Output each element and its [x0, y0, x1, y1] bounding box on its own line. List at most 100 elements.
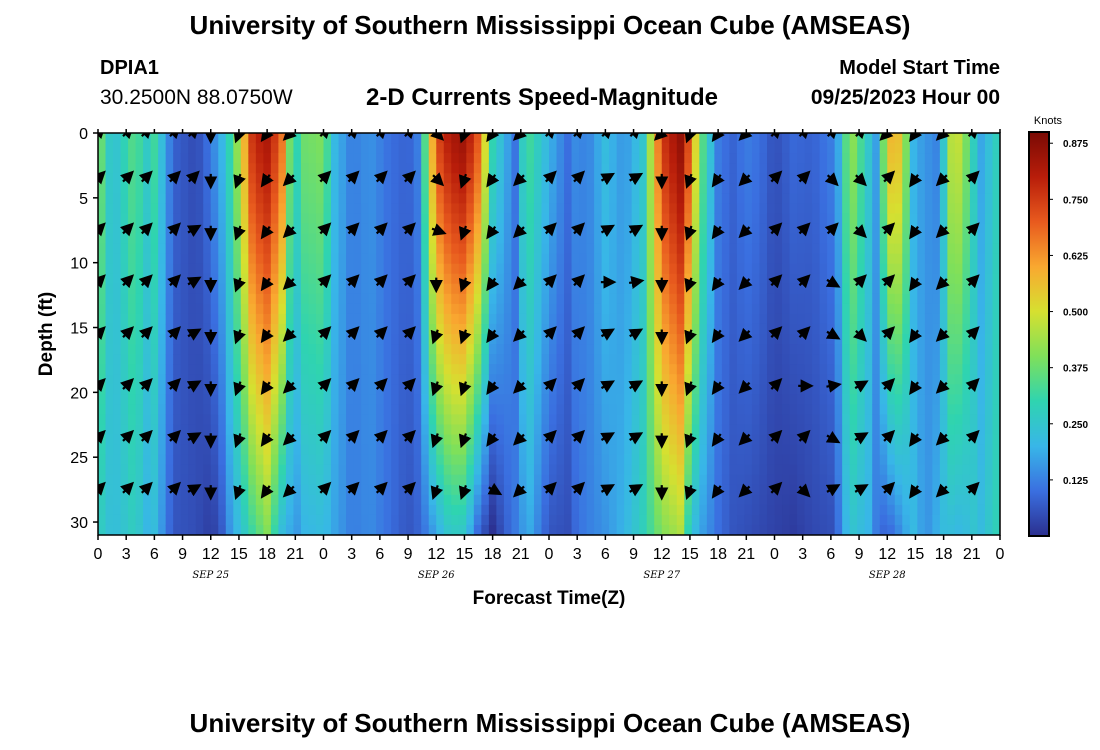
heatmap-cell [759, 414, 768, 426]
heatmap-cell [639, 173, 648, 184]
heatmap-cell [195, 253, 204, 265]
heatmap-cell [864, 394, 873, 405]
heatmap-cell [481, 213, 490, 225]
heatmap-cell [639, 424, 648, 436]
heatmap-cell [195, 504, 204, 516]
heatmap-cell [894, 344, 903, 355]
heatmap-cell [488, 213, 497, 225]
heatmap-cell [255, 233, 264, 245]
heatmap-cell [496, 273, 505, 285]
heatmap-cell [782, 484, 791, 496]
current-arrow [120, 378, 135, 393]
heatmap-cell [571, 153, 580, 164]
heatmap-cell [225, 173, 234, 184]
heatmap-cell [631, 293, 640, 305]
heatmap-cell [443, 344, 452, 355]
current-arrow [512, 172, 527, 187]
heatmap-cell [954, 374, 964, 385]
heatmap-cell [195, 323, 204, 335]
heatmap-cell [473, 283, 482, 295]
heatmap-cell [609, 323, 618, 335]
heatmap-cell [188, 143, 197, 154]
heatmap-cell [939, 143, 948, 154]
heatmap-cell [939, 344, 948, 355]
heatmap-cell [834, 293, 843, 305]
heatmap-cell [488, 193, 497, 204]
heatmap-cell [458, 233, 467, 245]
heatmap-cell [541, 504, 550, 516]
heatmap-cell [218, 374, 227, 385]
heatmap-cell [368, 183, 377, 194]
heatmap-cell [646, 273, 655, 285]
heatmap-cell [977, 494, 986, 506]
heatmap-cell [676, 313, 685, 325]
heatmap-cell [684, 354, 693, 365]
heatmap-cell [782, 303, 791, 315]
heatmap-cell [428, 323, 437, 335]
heatmap-cell [601, 313, 610, 325]
heatmap-cell [413, 434, 422, 446]
heatmap-cell [759, 524, 768, 535]
heatmap-cell [729, 494, 738, 506]
heatmap-cell [210, 313, 219, 325]
heatmap-cell [661, 454, 670, 466]
heatmap-cell [128, 203, 137, 214]
heatmap-cell [714, 163, 723, 174]
heatmap-cell [443, 163, 452, 174]
heatmap-cell [308, 414, 317, 426]
heatmap-cell [263, 504, 272, 516]
heatmap-cell [887, 313, 896, 325]
heatmap-cell [293, 323, 302, 335]
heatmap-cell [556, 474, 565, 486]
heatmap-cell [947, 454, 956, 466]
heatmap-cell [556, 394, 565, 405]
heatmap-cell [443, 193, 452, 204]
heatmap-cell [518, 233, 528, 245]
heatmap-cell [225, 484, 234, 496]
heatmap-cell [586, 514, 595, 526]
heatmap-cell [173, 203, 182, 214]
heatmap-cell [255, 173, 264, 184]
heatmap-cell [458, 243, 467, 255]
heatmap-cell [804, 153, 813, 164]
heatmap-cell [135, 193, 144, 204]
heatmap-cell [842, 253, 851, 265]
heatmap-cell [834, 374, 843, 385]
heatmap-cell [586, 313, 595, 325]
heatmap-cell [954, 364, 964, 375]
heatmap-cell [842, 434, 851, 446]
heatmap-cell [872, 374, 881, 385]
heatmap-cell [248, 283, 257, 295]
heatmap-cell [541, 344, 550, 355]
heatmap-cell [451, 344, 460, 355]
heatmap-cell [173, 454, 182, 466]
heatmap-cell [270, 374, 279, 385]
heatmap-cell [624, 374, 633, 385]
heatmap-cell [458, 464, 467, 476]
heatmap-cell [150, 464, 159, 476]
heatmap-cell [293, 454, 302, 466]
heatmap-cell [586, 233, 595, 245]
heatmap-cell [240, 364, 249, 375]
heatmap-cell [105, 524, 114, 535]
heatmap-cell [917, 173, 926, 184]
heatmap-cell [594, 354, 603, 365]
heatmap-cell [233, 464, 242, 476]
heatmap-cell [218, 183, 227, 194]
heatmap-cell [789, 414, 798, 426]
heatmap-cell [691, 374, 700, 385]
heatmap-cell [684, 444, 693, 456]
heatmap-cell [939, 213, 948, 225]
heatmap-cell [609, 273, 618, 285]
heatmap-cell [255, 444, 264, 456]
heatmap-cell [263, 444, 272, 456]
heatmap-cell [398, 474, 407, 486]
heatmap-cell [594, 163, 603, 174]
heatmap-cell [368, 303, 377, 315]
heatmap-cell [481, 183, 490, 194]
heatmap-cell [488, 454, 497, 466]
heatmap-cell [894, 524, 903, 535]
heatmap-cell [714, 344, 723, 355]
heatmap-cell [368, 394, 377, 405]
heatmap-cell [549, 344, 558, 355]
